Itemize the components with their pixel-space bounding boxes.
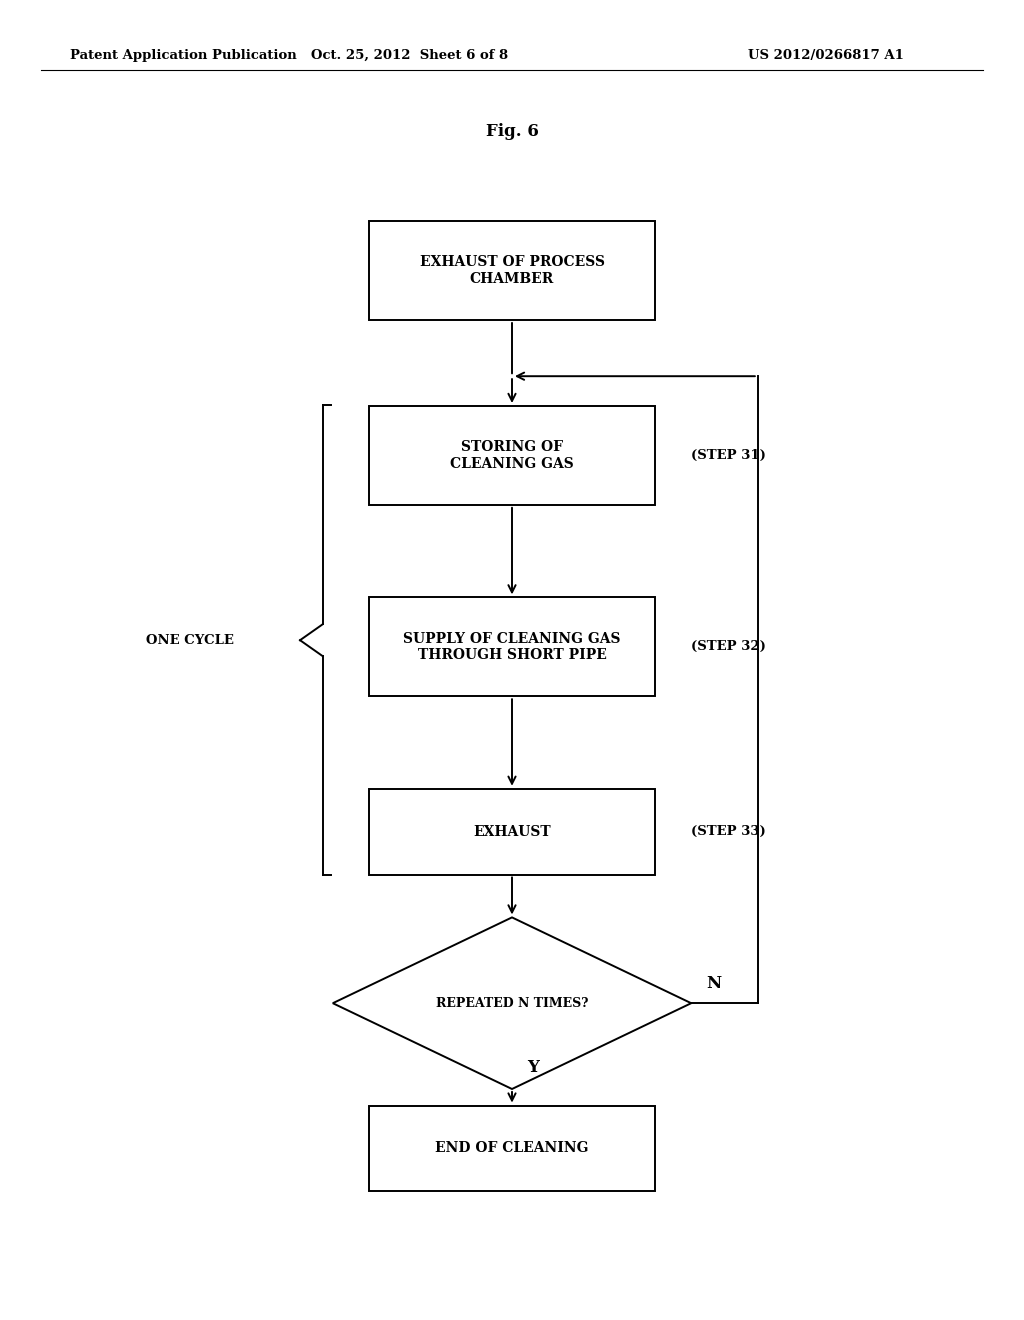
Text: Y: Y [527,1060,540,1076]
Text: EXHAUST OF PROCESS
CHAMBER: EXHAUST OF PROCESS CHAMBER [420,256,604,285]
Text: (STEP 31): (STEP 31) [691,449,766,462]
Text: END OF CLEANING: END OF CLEANING [435,1142,589,1155]
Text: (STEP 33): (STEP 33) [691,825,766,838]
Polygon shape [333,917,691,1089]
Text: Fig. 6: Fig. 6 [485,124,539,140]
Text: EXHAUST: EXHAUST [473,825,551,838]
Text: SUPPLY OF CLEANING GAS
THROUGH SHORT PIPE: SUPPLY OF CLEANING GAS THROUGH SHORT PIP… [403,632,621,661]
Bar [369,220,655,319]
Bar [369,1106,655,1191]
Bar [369,407,655,504]
Text: US 2012/0266817 A1: US 2012/0266817 A1 [748,49,903,62]
Text: REPEATED N TIMES?: REPEATED N TIMES? [436,997,588,1010]
Text: STORING OF
CLEANING GAS: STORING OF CLEANING GAS [451,441,573,470]
Bar [369,597,655,697]
Text: Oct. 25, 2012  Sheet 6 of 8: Oct. 25, 2012 Sheet 6 of 8 [311,49,508,62]
Text: ONE CYCLE: ONE CYCLE [145,634,233,647]
Text: N: N [707,975,722,991]
Text: (STEP 32): (STEP 32) [691,640,766,653]
Bar [369,788,655,874]
Text: Patent Application Publication: Patent Application Publication [70,49,296,62]
